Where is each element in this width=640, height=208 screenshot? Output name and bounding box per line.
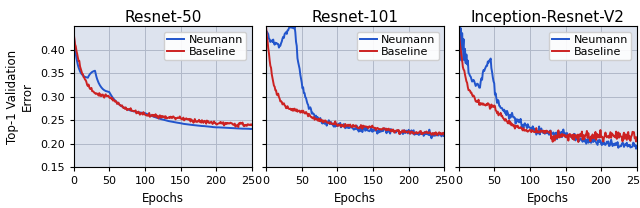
Y-axis label: Top-1 Validation
Error: Top-1 Validation Error [6, 50, 35, 144]
Neumann [563, 132, 571, 134]
Baseline [177, 117, 185, 120]
Baseline [262, 25, 270, 28]
Baseline [633, 136, 640, 139]
Neumann [397, 131, 404, 133]
Neumann [440, 132, 448, 135]
Baseline [70, 31, 77, 33]
Neumann [247, 128, 255, 130]
Neumann [537, 130, 545, 132]
X-axis label: Epochs: Epochs [527, 192, 569, 205]
Baseline [455, 29, 463, 32]
Baseline [576, 135, 584, 137]
Neumann [151, 116, 159, 118]
Neumann [177, 122, 185, 125]
Line: Baseline: Baseline [74, 32, 252, 127]
Baseline [536, 131, 544, 134]
Neumann [455, 28, 463, 31]
Neumann [576, 138, 584, 141]
Neumann [383, 128, 391, 131]
Baseline [383, 128, 390, 130]
Neumann [633, 145, 640, 147]
Neumann [369, 131, 376, 133]
Legend: Neumann, Baseline: Neumann, Baseline [356, 32, 439, 61]
Line: Neumann: Neumann [459, 25, 637, 149]
Baseline [332, 123, 340, 125]
Neumann [190, 124, 198, 126]
Baseline [370, 126, 378, 129]
Neumann [248, 128, 255, 130]
Baseline [560, 134, 568, 137]
Neumann [456, 24, 463, 26]
X-axis label: Epochs: Epochs [141, 192, 184, 205]
Title: Resnet-50: Resnet-50 [124, 10, 202, 25]
Baseline [396, 131, 404, 133]
Neumann [333, 125, 340, 127]
Baseline [248, 124, 255, 126]
Neumann [428, 137, 435, 140]
Title: Inception-Resnet-V2: Inception-Resnet-V2 [471, 10, 625, 25]
Neumann [289, 25, 296, 27]
Line: Neumann: Neumann [266, 26, 444, 138]
Baseline [204, 121, 211, 123]
Neumann [175, 122, 183, 124]
Title: Resnet-101: Resnet-101 [312, 10, 399, 25]
Legend: Neumann, Baseline: Neumann, Baseline [549, 32, 631, 61]
Neumann [525, 126, 533, 129]
Baseline [140, 111, 147, 113]
Neumann [371, 128, 378, 130]
Neumann [70, 32, 77, 34]
Line: Baseline: Baseline [459, 31, 637, 142]
Baseline [433, 134, 441, 136]
Neumann [140, 112, 147, 114]
Baseline [440, 133, 448, 136]
Neumann [589, 141, 597, 143]
Baseline [589, 137, 597, 140]
Neumann [262, 30, 270, 32]
Baseline [344, 125, 351, 127]
Baseline [190, 121, 198, 123]
Baseline [563, 135, 570, 137]
Line: Neumann: Neumann [74, 33, 252, 129]
Line: Baseline: Baseline [266, 27, 444, 135]
Baseline [175, 116, 183, 119]
Baseline [525, 130, 532, 132]
Baseline [368, 126, 376, 128]
Neumann [561, 132, 568, 134]
Baseline [575, 141, 582, 143]
X-axis label: Epochs: Epochs [334, 192, 376, 205]
Neumann [204, 125, 211, 128]
Baseline [151, 114, 159, 117]
Baseline [234, 126, 242, 128]
Neumann [632, 147, 640, 150]
Legend: Neumann, Baseline: Neumann, Baseline [164, 32, 246, 61]
Neumann [344, 124, 352, 127]
